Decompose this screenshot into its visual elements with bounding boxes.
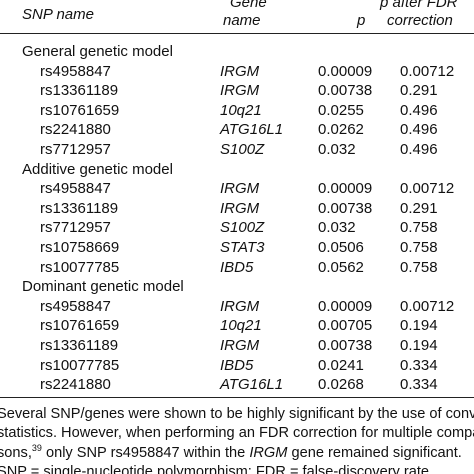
footnote-text: gene remained significant.: [287, 445, 462, 461]
rule: [0, 397, 474, 398]
gene: 10q21: [220, 101, 262, 119]
header-snp: SNP name: [22, 6, 94, 23]
p-value: 0.00705: [318, 317, 373, 335]
gene: IRGM: [220, 82, 260, 100]
snp: rs7712957: [40, 141, 111, 158]
fdr-value: 0.496: [400, 121, 438, 139]
snp: rs13361189: [40, 199, 119, 217]
snp: rs4958847: [40, 62, 111, 80]
citation: 39: [31, 443, 42, 454]
p-value: 0.00738: [318, 82, 373, 100]
fdr-value: 0.758: [400, 219, 438, 237]
header-gene: Gene: [230, 0, 267, 11]
snp: rs4958847: [40, 297, 111, 315]
snp: rs10758669: [40, 239, 120, 256]
fdr-value: 0.00712: [400, 297, 455, 315]
fdr-value: 0.334: [400, 376, 438, 394]
snp: rs10077785: [40, 258, 120, 276]
header-gene: name: [223, 12, 261, 29]
fdr-value: 0.291: [400, 199, 438, 217]
snp: rs2241880: [40, 121, 111, 139]
fdr-value: 0.194: [400, 317, 438, 335]
p-value: 0.032: [318, 141, 356, 158]
gene: IRGM: [220, 337, 260, 354]
gene: ATG16L1: [220, 376, 284, 394]
gene: IRGM: [220, 62, 260, 80]
footnote: SNP = single-nucleotide polymorphism; FD…: [0, 464, 434, 474]
footnote-text: sons,: [0, 445, 32, 461]
p-value: 0.00009: [318, 62, 373, 80]
snp: rs13361189: [40, 82, 119, 100]
p-value: 0.00738: [318, 199, 373, 217]
gene: ATG16L1: [220, 121, 284, 139]
gene: S100Z: [220, 141, 265, 158]
p-value: 0.00738: [318, 337, 373, 354]
fdr-value: 0.194: [400, 337, 438, 354]
fdr-value: 0.496: [400, 101, 438, 119]
snp: rs10761659: [40, 101, 120, 119]
footnote: sons,39 only SNP rs4958847 within the IR…: [0, 444, 462, 462]
header-p: p: [357, 12, 366, 29]
gene: IBD5: [220, 258, 254, 276]
fdr-value: 0.291: [400, 82, 438, 100]
p-value: 0.0562: [318, 258, 364, 276]
p-value: 0.00009: [318, 297, 373, 315]
fdr-value: 0.00712: [400, 62, 455, 80]
fdr-value: 0.00712: [400, 180, 455, 198]
section-title: General genetic model: [22, 43, 173, 60]
rule: [0, 33, 474, 34]
snp: rs13361189: [40, 337, 119, 354]
gene: IBD5: [220, 356, 254, 374]
p-value: 0.032: [318, 219, 356, 237]
fdr-value: 0.496: [400, 141, 438, 158]
p-value: 0.0506: [318, 239, 364, 256]
p-value: 0.0241: [318, 356, 364, 374]
section-title: Dominant genetic model: [22, 278, 184, 296]
snp: rs7712957: [40, 219, 111, 237]
snp: rs10761659: [40, 317, 120, 335]
gene: IRGM: [220, 180, 260, 198]
gene: S100Z: [220, 219, 265, 237]
fdr-value: 0.758: [400, 258, 438, 276]
header-fdr: p after FDR: [380, 0, 458, 11]
footnote: Several SNP/genes were shown to be highl…: [0, 406, 474, 422]
header-fdr: correction: [387, 12, 453, 29]
gene: IRGM: [220, 199, 260, 217]
footnote-text: only SNP rs4958847 within the: [41, 445, 250, 461]
p-value: 0.00009: [318, 180, 373, 198]
footnote: statistics. However, when performing an …: [0, 425, 474, 441]
p-value: 0.0268: [318, 376, 364, 394]
snp: rs4958847: [40, 180, 111, 198]
snp: rs10077785: [40, 356, 120, 374]
gene: IRGM: [249, 445, 288, 461]
p-value: 0.0262: [318, 121, 364, 139]
fdr-value: 0.758: [400, 239, 438, 256]
section-title: Additive genetic model: [22, 160, 173, 178]
p-value: 0.0255: [318, 101, 364, 119]
gene: STAT3: [220, 239, 265, 256]
fdr-value: 0.334: [400, 356, 438, 374]
gene: IRGM: [220, 297, 260, 315]
gene: 10q21: [220, 317, 262, 335]
snp: rs2241880: [40, 376, 111, 394]
